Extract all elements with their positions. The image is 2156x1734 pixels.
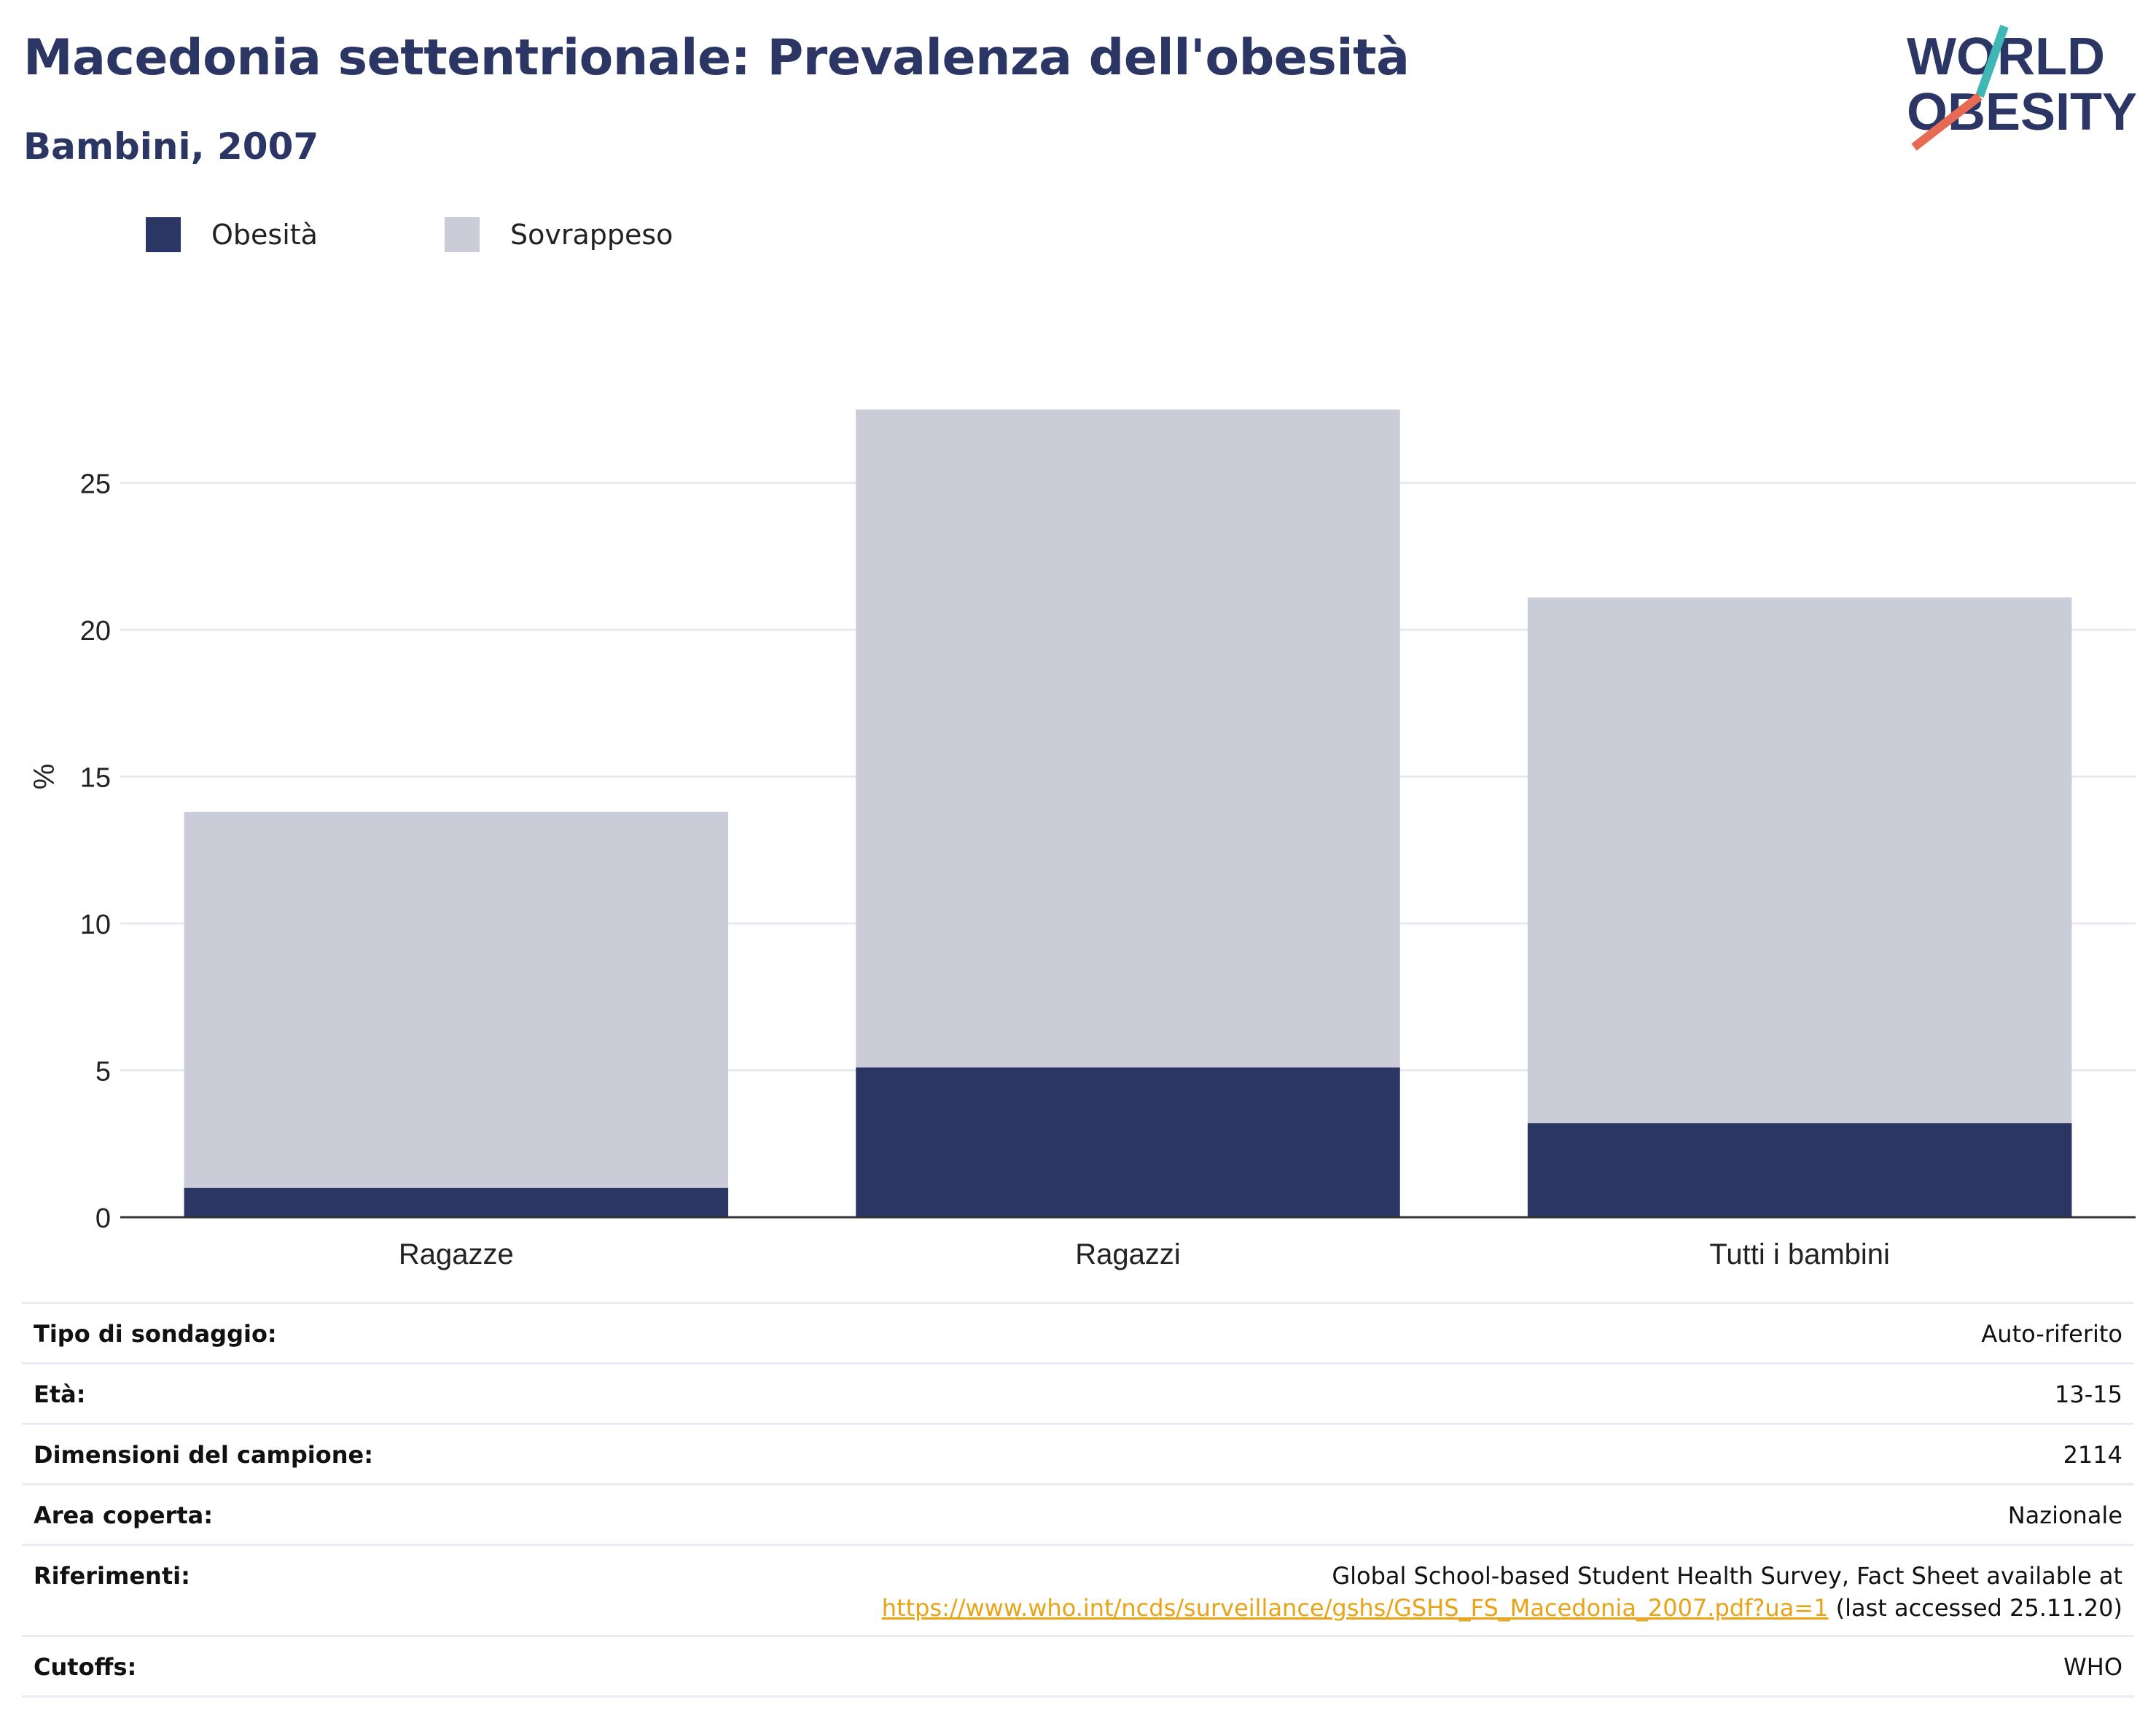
legend-swatch-overweight <box>445 217 480 252</box>
info-row-sample-size: Dimensioni del campione: 2114 <box>22 1423 2134 1483</box>
info-value: WHO <box>2063 1653 2122 1681</box>
info-value: 13-15 <box>2055 1380 2122 1408</box>
y-tick-label: 15 <box>80 763 111 794</box>
legend-label-obesity: Obesità <box>211 219 318 251</box>
info-row-references: Riferimenti: Global School-based Student… <box>22 1544 2134 1635</box>
reference-link[interactable]: https://www.who.int/ncds/surveillance/gs… <box>881 1594 1829 1622</box>
bar-obesity <box>1527 1123 2072 1217</box>
bar-obesity <box>856 1067 1400 1217</box>
info-value: Nazionale <box>2007 1501 2122 1529</box>
info-label: Dimensioni del campione: <box>34 1441 374 1469</box>
world-obesity-logo: WORLD OBESITY <box>1907 24 2137 151</box>
y-axis-label: % <box>28 764 60 790</box>
info-table: Tipo di sondaggio: Auto-riferito Età: 13… <box>22 1302 2134 1698</box>
info-row-survey-type: Tipo di sondaggio: Auto-riferito <box>22 1302 2134 1362</box>
info-label: Area coperta: <box>34 1501 214 1529</box>
bar-overweight <box>184 811 729 1188</box>
info-label: Tipo di sondaggio: <box>34 1320 277 1348</box>
logo-slash-red <box>1911 93 1983 151</box>
bar-chart: 0 5 10 15 20 25% Ragazze Ragazzi Tutti i bambini <box>28 409 2136 1270</box>
bar-overweight <box>856 409 1400 1068</box>
info-row-cutoffs: Cutoffs: WHO <box>22 1635 2134 1698</box>
y-tick-label: 25 <box>80 469 111 500</box>
bar-obesity <box>184 1187 729 1217</box>
y-tick-label: 10 <box>80 910 111 940</box>
info-label: Cutoffs: <box>34 1653 137 1681</box>
info-row-area: Area coperta: Nazionale <box>22 1483 2134 1544</box>
x-tick-label: Tutti i bambini <box>1709 1238 1890 1270</box>
page-title: Macedonia settentrionale: Prevalenza del… <box>23 29 1410 87</box>
x-tick-label: Ragazzi <box>1075 1238 1181 1270</box>
info-value: Auto-riferito <box>1981 1320 2122 1348</box>
x-tick-label: Ragazze <box>399 1238 514 1270</box>
y-tick-label: 20 <box>80 616 111 647</box>
logo-text-world: WORLD <box>1907 28 2105 86</box>
info-value-reference-link-line: https://www.who.int/ncds/surveillance/gs… <box>882 1594 2122 1622</box>
logo-text-obesity: OBESITY <box>1907 83 2137 141</box>
reference-accessed-note: (last accessed 25.11.20) <box>1828 1594 2122 1622</box>
info-value-reference-text: Global School-based Student Health Surve… <box>1332 1562 2122 1590</box>
y-tick-label: 0 <box>95 1203 111 1234</box>
bar-overweight <box>1527 597 2072 1124</box>
page-subtitle: Bambini, 2007 <box>23 125 319 168</box>
logo-slash-teal <box>1975 24 2009 98</box>
legend-swatch-obesity <box>146 217 181 252</box>
info-label: Età: <box>34 1380 86 1408</box>
info-value: 2114 <box>2063 1441 2122 1469</box>
legend-label-overweight: Sovrappeso <box>510 219 673 251</box>
y-tick-label: 5 <box>95 1057 111 1087</box>
info-row-age: Età: 13-15 <box>22 1362 2134 1423</box>
info-label: Riferimenti: <box>34 1562 190 1590</box>
